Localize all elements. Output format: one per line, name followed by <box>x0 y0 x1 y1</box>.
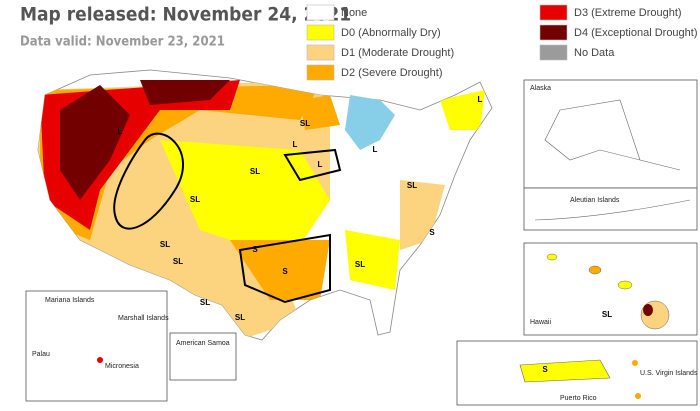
inset-label: Micronesia <box>105 363 139 370</box>
inset-label: Puerto Rico <box>560 395 597 402</box>
impact-label: L <box>478 95 483 104</box>
legend-label: D4 (Exceptional Drought) <box>574 27 698 39</box>
inset-label: Alaska <box>530 85 551 92</box>
impact-label: SL <box>355 260 365 269</box>
impact-label: S <box>429 228 435 237</box>
impact-label: SL <box>250 167 260 176</box>
conus-map <box>37 69 493 341</box>
impact-label: S <box>282 267 288 276</box>
legend-label: None <box>341 7 367 19</box>
impact-label: SL <box>200 298 210 307</box>
legend-swatch <box>539 24 568 41</box>
map-title: Map released: November 24, 2021 <box>20 4 351 26</box>
impact-label: SL <box>173 257 183 266</box>
legend-swatch <box>306 24 335 41</box>
legend: None D0 (Abnormally Dry) D1 (Moderate Drou… <box>306 4 698 81</box>
inset-puerto-rico: Puerto Rico U.S. Virgin Islands <box>456 340 698 406</box>
inset-label: Marshall Islands <box>118 315 169 322</box>
legend-swatch <box>306 4 335 21</box>
inset-label: Aleutian Islands <box>570 197 620 204</box>
impact-label: L <box>373 145 378 154</box>
legend-swatch <box>539 4 568 21</box>
inset-alaska: Alaska Aleutian Islands <box>523 79 698 231</box>
legend-label: D0 (Abnormally Dry) <box>341 27 441 39</box>
inset-label: Hawaii <box>530 319 551 326</box>
legend-swatch <box>306 44 335 61</box>
impact-label: SL <box>160 240 170 249</box>
legend-label: D3 (Extreme Drought) <box>574 7 682 19</box>
impact-label: SL <box>602 310 612 319</box>
legend-swatch <box>539 44 568 61</box>
impact-label: L <box>293 140 298 149</box>
impact-label: SL <box>235 313 245 322</box>
impact-label: S <box>252 245 258 254</box>
inset-label: Mariana Islands <box>45 297 95 304</box>
impact-label: S <box>542 365 548 374</box>
legend-swatch <box>306 64 335 81</box>
legend-label: D2 (Severe Drought) <box>341 67 443 79</box>
inset-hawaii: Hawaii <box>523 242 698 336</box>
impact-label: L <box>118 127 123 136</box>
inset-label: U.S. Virgin Islands <box>640 370 698 377</box>
inset-pacific: Mariana Islands Marshall Islands Palau M… <box>25 290 237 402</box>
impact-label: L <box>318 160 323 169</box>
legend-label: D1 (Moderate Drought) <box>341 47 454 59</box>
inset-label: American Samoa <box>176 340 230 347</box>
legend-label: No Data <box>574 47 615 59</box>
inset-label: Palau <box>32 351 50 358</box>
map-subtitle: Data valid: November 23, 2021 <box>20 35 225 50</box>
impact-label: SL <box>407 181 417 190</box>
impact-label: SL <box>300 119 310 128</box>
drought-areas <box>38 80 485 340</box>
impact-label: SL <box>190 195 200 204</box>
